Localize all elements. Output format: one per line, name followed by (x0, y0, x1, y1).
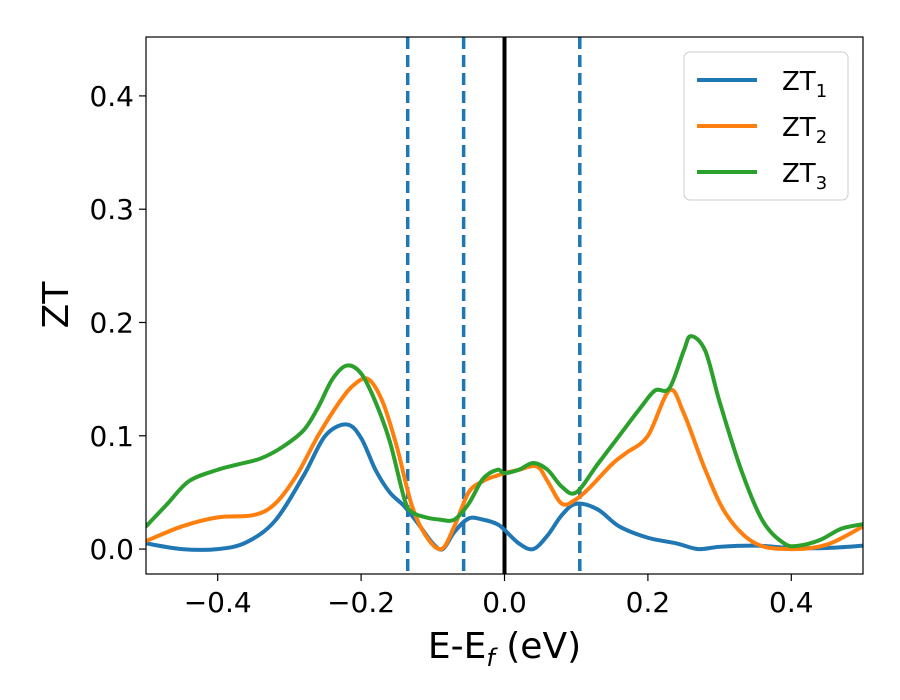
y-tick-label: 0.4 (89, 80, 134, 113)
reference-lines (405, 37, 582, 574)
x-axis-label-main: E-E (428, 626, 486, 667)
x-axis-ticks: −0.4 −0.2 0.0 0.2 0.4 (184, 574, 814, 619)
series-line-zt2 (146, 376, 863, 552)
series-line-zt3 (146, 334, 863, 549)
legend-label-zt3: ZT3 (782, 159, 827, 194)
x-axis-label-unit: (eV) (495, 626, 581, 667)
x-tick-label: 0.4 (769, 586, 814, 619)
x-tick-label: 0.2 (626, 586, 671, 619)
series-layer (146, 334, 863, 552)
y-tick-label: 0.0 (89, 533, 134, 566)
legend-box (683, 51, 849, 201)
y-tick-label: 0.1 (89, 420, 134, 453)
legend: ZT1 ZT2 ZT3 (683, 51, 849, 201)
series-line-zt1 (146, 422, 863, 552)
legend-label-zt2: ZT2 (782, 113, 827, 148)
y-tick-label: 0.2 (89, 306, 134, 339)
y-axis-ticks: 0.0 0.1 0.2 0.3 0.4 (89, 80, 146, 566)
legend-label-zt1: ZT1 (782, 67, 827, 102)
x-tick-label: −0.4 (184, 586, 252, 619)
x-tick-label: −0.2 (327, 586, 395, 619)
y-tick-label: 0.3 (89, 193, 134, 226)
y-axis-label: ZT (36, 281, 77, 329)
x-axis-label: E-Ef (eV) (428, 626, 581, 672)
x-tick-label: 0.0 (482, 586, 527, 619)
